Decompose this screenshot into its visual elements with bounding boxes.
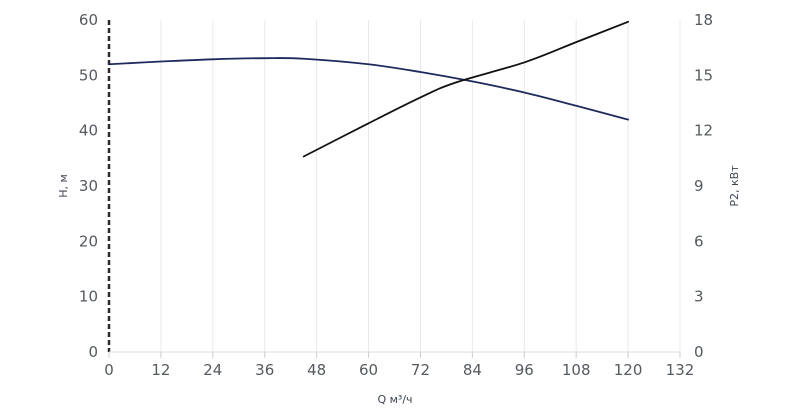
x-tick-label-72: 72 [411, 361, 430, 379]
y-left-tick-label-50: 50 [79, 66, 98, 84]
y-left-tick-label-20: 20 [79, 232, 98, 250]
x-tick-label-12: 12 [151, 361, 170, 379]
y-right-tick-label-18: 18 [694, 11, 713, 29]
power-curve-line [302, 20, 629, 158]
y-left-tick-label-0: 0 [88, 343, 98, 361]
tick-labels: 0 12 24 36 48 60 72 84 96 108 120 13201020304050600… [79, 11, 713, 379]
y-right-tick-label-9: 9 [694, 177, 704, 195]
y-right-tick-label-12: 12 [694, 122, 713, 140]
x-tick-label-108: 108 [562, 361, 591, 379]
x-tick-label-96: 96 [515, 361, 534, 379]
y-left-tick-label-30: 30 [79, 177, 98, 195]
axes [107, 20, 681, 358]
y-right-tick-label-3: 3 [694, 288, 704, 306]
x-tick-label-24: 24 [203, 361, 222, 379]
y-left-tick-label-10: 10 [79, 288, 98, 306]
grid-lines [160, 20, 681, 352]
x-tick-label-120: 120 [614, 361, 643, 379]
y-axis-right-label: P2, кВт [728, 165, 741, 207]
series-lines [108, 20, 629, 158]
x-tick-label-132: 132 [666, 361, 695, 379]
x-tick-label-48: 48 [307, 361, 326, 379]
x-axis-label: Q м³/ч [377, 393, 412, 406]
y-right-tick-label-0: 0 [694, 343, 704, 361]
y-left-tick-label-60: 60 [79, 11, 98, 29]
x-tick-label-60: 60 [359, 361, 378, 379]
y-left-tick-label-40: 40 [79, 122, 98, 140]
x-tick-label-0: 0 [104, 361, 114, 379]
head-curve-line [108, 57, 629, 121]
y-axis-left-label: H, м [57, 174, 70, 198]
y-right-tick-label-15: 15 [694, 66, 713, 84]
y-right-tick-label-6: 6 [694, 232, 704, 250]
x-tick-label-36: 36 [255, 361, 274, 379]
x-tick-label-84: 84 [463, 361, 482, 379]
